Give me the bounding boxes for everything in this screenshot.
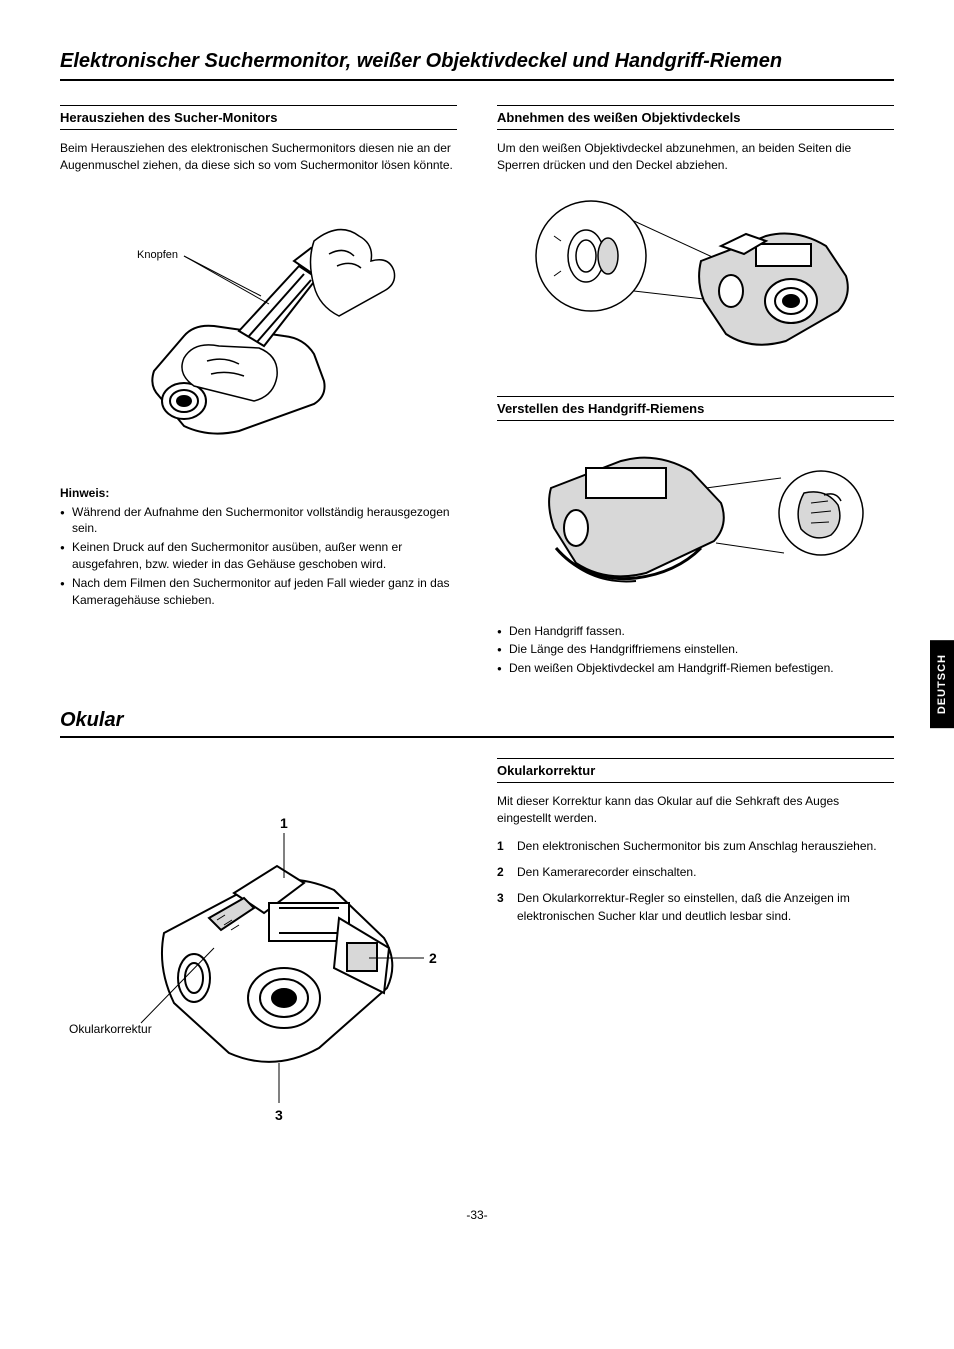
fig4-num3: 3 — [275, 1107, 283, 1123]
step-text: Den elektronischen Suchermonitor bis zum… — [517, 837, 877, 855]
step-text: Den Okularkorrektur-Regler so einstellen… — [517, 889, 894, 925]
okular-steps: 1Den elektronischen Suchermonitor bis zu… — [497, 837, 894, 925]
bottom-columns: 1 2 3 Okularkorrektur Okularkorrektur Mi… — [60, 758, 894, 1148]
fig4-label: Okularkorrektur — [69, 1022, 152, 1036]
page-title: Elektronischer Suchermonitor, weißer Obj… — [60, 50, 894, 81]
section1-text: Beim Herausziehen des elektronischen Suc… — [60, 140, 457, 174]
left-column: Herausziehen des Sucher-Monitors Beim He… — [60, 105, 457, 679]
section2-text: Um den weißen Objektivdeckel abzunehmen,… — [497, 140, 894, 174]
okular-right: Okularkorrektur Mit dieser Korrektur kan… — [497, 758, 894, 1148]
list-item: Den weißen Objektivdeckel am Handgriff-R… — [497, 660, 894, 677]
okular-left: 1 2 3 Okularkorrektur — [60, 758, 457, 1148]
figure-3 — [497, 433, 894, 603]
figure1-label: Knopfen — [137, 249, 178, 261]
figure-1: Knopfen — [60, 186, 457, 466]
list-item: Den Handgriff fassen. — [497, 623, 894, 640]
fig4-num2: 2 — [429, 950, 437, 966]
section3-heading: Verstellen des Handgriff-Riemens — [497, 396, 894, 421]
section1-heading: Herausziehen des Sucher-Monitors — [60, 105, 457, 130]
note-item: Nach dem Filmen den Suchermonitor auf je… — [60, 575, 457, 609]
step-item: 2Den Kamerarecorder einschalten. — [497, 863, 894, 881]
list-item: Die Länge des Handgriffriemens einstelle… — [497, 641, 894, 658]
fig4-num1: 1 — [280, 815, 288, 831]
language-tab: DEUTSCH — [930, 640, 954, 728]
step-item: 1Den elektronischen Suchermonitor bis zu… — [497, 837, 894, 855]
section3-list: Den Handgriff fassen. Die Länge des Hand… — [497, 623, 894, 677]
figure-4: 1 2 3 Okularkorrektur — [60, 788, 457, 1128]
page-number: -33- — [60, 1208, 894, 1222]
note-item: Keinen Druck auf den Suchermonitor ausüb… — [60, 539, 457, 573]
okular-section-heading: Okularkorrektur — [497, 758, 894, 783]
step-text: Den Kamerarecorder einschalten. — [517, 863, 696, 881]
section2-heading: Abnehmen des weißen Objektivdeckels — [497, 105, 894, 130]
figure-2 — [497, 186, 894, 376]
right-column: Abnehmen des weißen Objektivdeckels Um d… — [497, 105, 894, 679]
note-list: Während der Aufnahme den Suchermonitor v… — [60, 504, 457, 609]
okular-section-text: Mit dieser Korrektur kann das Okular auf… — [497, 793, 894, 827]
note-label: Hinweis: — [60, 486, 457, 500]
note-item: Während der Aufnahme den Suchermonitor v… — [60, 504, 457, 538]
okular-heading: Okular — [60, 709, 894, 738]
top-columns: Herausziehen des Sucher-Monitors Beim He… — [60, 105, 894, 679]
step-item: 3Den Okularkorrektur-Regler so einstelle… — [497, 889, 894, 925]
